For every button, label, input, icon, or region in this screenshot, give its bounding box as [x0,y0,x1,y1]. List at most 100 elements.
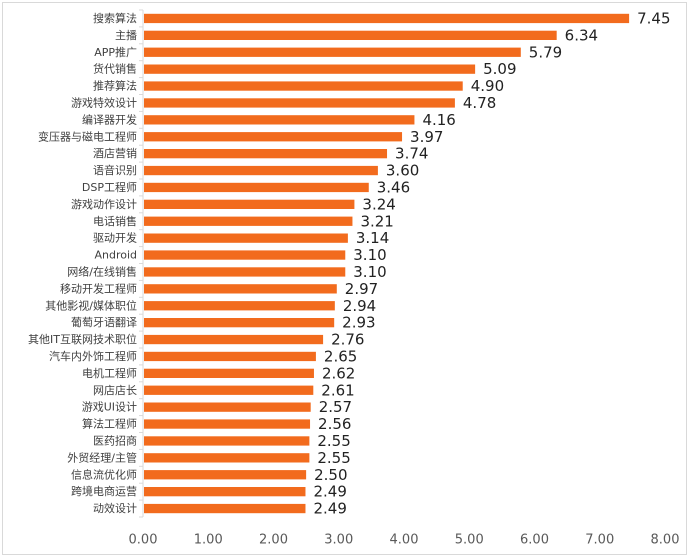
value-label: 2.62 [322,364,355,382]
category-label: 搜索算法 [93,11,137,25]
bar [144,30,557,40]
value-label: 3.46 [377,178,410,196]
category-label: 酒店营销 [93,146,137,160]
category-label: 葡萄牙语翻译 [71,315,137,329]
bar [144,115,415,125]
value-label: 2.55 [317,432,350,450]
bar [144,216,353,226]
bar [144,165,378,176]
category-label: DSP工程师 [82,181,137,194]
bar [144,47,521,57]
category-label: 游戏动作设计 [71,198,137,211]
bar [144,284,337,294]
value-label: 3.14 [356,229,389,247]
value-label: 2.76 [331,331,364,349]
value-label: 2.94 [343,297,376,315]
category-label: 汽车内外饰工程师 [49,349,137,363]
x-tick-label: 2.00 [259,533,288,548]
x-tick-label: 5.00 [455,533,484,548]
value-label: 4.78 [463,94,496,112]
value-label: 3.10 [353,246,386,264]
bar [144,503,306,514]
category-label: 外贸经理/主管 [67,450,137,464]
value-label: 2.55 [317,449,350,467]
category-label: 游戏UI设计 [82,401,137,414]
bar [144,149,388,159]
category-label: 网络/在线销售 [67,264,137,278]
value-label: 2.97 [345,280,378,298]
bar [144,233,348,243]
category-label: 动效设计 [93,501,137,515]
category-label: 货代销售 [93,62,137,76]
category-label: 医药招商 [93,433,137,447]
category-label: APP推广 [94,45,137,59]
bar [144,132,403,142]
category-label: 其他影视/媒体职位 [45,298,137,312]
value-label: 3.97 [410,128,443,146]
category-label: 电话销售 [93,214,137,228]
value-label: 2.49 [313,500,346,518]
x-tick-label: 1.00 [194,533,223,548]
value-label: 3.74 [395,145,428,163]
value-label: 4.90 [471,77,504,95]
bar [144,250,346,260]
x-tick-label: 4.00 [390,533,419,548]
bar [144,470,307,480]
value-label: 2.57 [319,398,352,416]
bar [144,64,476,74]
value-label: 3.10 [353,263,386,281]
category-label: 游戏特效设计 [71,95,137,109]
labels-layer: 搜索算法 7.45 主播 6.34 APP推广 5.79 货代销售 5.09 推荐算法 4.90 游… [28,9,679,547]
category-label: 编译器开发 [82,112,137,126]
bar [144,351,316,362]
category-label: 信息流优化师 [71,467,137,481]
value-label: 2.93 [342,314,375,332]
value-label: 6.34 [565,26,598,44]
category-label: 主播 [115,28,137,42]
bar [144,199,355,209]
category-label: 驱动开发 [93,231,137,245]
category-label: 网店店长 [93,383,137,397]
bar [144,402,311,412]
bar [144,301,335,311]
value-label: 4.16 [422,111,455,129]
bar [144,487,306,497]
value-label: 2.50 [314,466,347,484]
category-label: 其他IT互联网技术职位 [28,332,137,346]
bar [144,385,314,395]
bar [144,267,346,277]
x-tick-label: 3.00 [324,533,353,548]
bar [144,368,314,378]
bar [144,318,335,328]
value-label: 3.21 [360,212,393,230]
x-tick-label: 6.00 [520,533,549,548]
category-label: Android [94,249,137,262]
bar [144,436,310,446]
bars-layer [144,13,630,514]
bar [144,13,630,24]
bar [144,81,463,91]
bar [144,419,311,429]
x-tick-label: 0.00 [129,533,158,548]
value-label: 3.24 [362,195,395,213]
bar [144,182,369,193]
bar [144,98,455,108]
bar [144,334,324,345]
value-label: 5.79 [529,43,562,61]
value-label: 5.09 [483,60,516,78]
value-label: 7.45 [637,9,670,27]
bar [144,453,310,463]
value-label: 2.56 [318,415,351,433]
category-label: 语音识别 [93,163,137,177]
x-tick-label: 8.00 [651,533,680,548]
value-label: 2.65 [324,347,357,365]
value-label: 2.61 [321,381,354,399]
category-label: 算法工程师 [82,417,137,431]
category-label: 跨境电商运营 [71,484,137,498]
category-label: 变压器与磁电工程师 [38,129,137,143]
x-tick-label: 7.00 [585,533,614,548]
category-label: 移动开发工程师 [60,281,137,295]
value-label: 3.60 [386,162,419,180]
